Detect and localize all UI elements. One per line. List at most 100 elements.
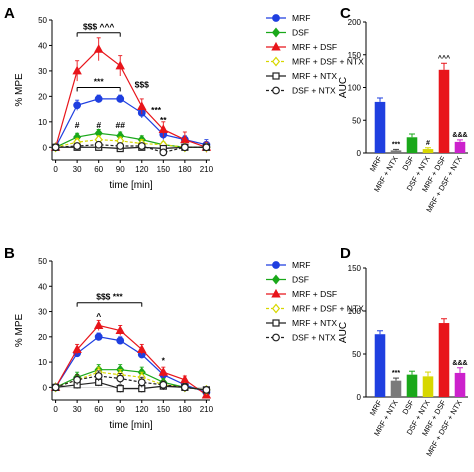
data-point xyxy=(116,95,125,103)
data-point xyxy=(159,380,168,389)
data-point xyxy=(180,383,189,392)
significance-label: $$$ xyxy=(135,79,149,89)
data-point xyxy=(159,148,168,157)
significance-label: $$$ ^^^ xyxy=(83,22,114,32)
y-tick-label: 50 xyxy=(352,350,361,359)
bar xyxy=(390,380,402,397)
x-tick-label: MRF xyxy=(368,154,384,173)
data-point xyxy=(137,142,146,150)
data-point xyxy=(137,378,146,387)
legend: MRF DSF MRF + DSF MRF + DSF + NTX MRF + NTX D… xyxy=(266,260,364,343)
y-tick-label: 0 xyxy=(357,393,362,402)
y-tick-label: 40 xyxy=(38,41,47,50)
x-tick-label: DSF xyxy=(400,154,416,172)
y-tick-label: 30 xyxy=(38,308,47,317)
y-tick-label: 50 xyxy=(38,257,47,266)
y-axis-title: AUC xyxy=(338,322,349,343)
significance-label: # xyxy=(96,120,101,130)
line-chart-b: B 0 10 20 30 40 50 0 30 60 90 120 150 180 210 time [min… xyxy=(4,245,364,431)
series-line xyxy=(55,48,207,148)
x-tick-label: 120 xyxy=(135,165,149,174)
significance-label: *** xyxy=(94,76,105,86)
legend-label: DSF + NTX xyxy=(292,86,336,96)
y-tick-label: 200 xyxy=(348,18,362,27)
bar xyxy=(374,101,386,153)
data-point xyxy=(73,142,82,150)
data-point xyxy=(202,143,211,152)
legend-marker xyxy=(272,319,280,327)
significance-label: *** xyxy=(392,141,400,148)
bar xyxy=(374,334,386,397)
legend-marker xyxy=(271,274,281,285)
x-tick-label: 150 xyxy=(157,405,171,414)
legend-label: DSF xyxy=(292,275,309,285)
data-point xyxy=(72,65,82,75)
significance-label: &&& xyxy=(452,132,467,139)
x-tick-label: 30 xyxy=(73,165,82,174)
x-tick-label: 60 xyxy=(94,405,103,414)
bar xyxy=(390,150,402,153)
data-point xyxy=(158,124,169,133)
x-tick-label: 60 xyxy=(94,165,103,174)
data-point xyxy=(73,375,82,384)
y-tick-label: 40 xyxy=(38,282,47,291)
bar xyxy=(438,69,450,153)
x-axis-title: time [min] xyxy=(109,180,153,191)
significance-label: # xyxy=(75,120,80,130)
y-tick-label: 0 xyxy=(357,149,362,158)
legend-marker xyxy=(271,27,281,38)
x-tick-label: 210 xyxy=(200,165,214,174)
y-tick-label: 10 xyxy=(38,358,47,367)
significance-label: * xyxy=(162,355,166,365)
legend-marker xyxy=(271,41,281,51)
data-point xyxy=(94,140,103,149)
legend-label: MRF + DSF xyxy=(292,42,337,52)
series-dsf-ntx xyxy=(51,370,211,394)
data-point xyxy=(116,336,125,345)
legend-label: MRF + DSF + NTX xyxy=(292,304,364,314)
panel-letter: A xyxy=(4,5,15,22)
y-tick-label: 20 xyxy=(38,333,47,342)
bar xyxy=(406,374,418,397)
data-point xyxy=(73,101,82,110)
data-point xyxy=(93,320,104,329)
y-tick-label: 50 xyxy=(38,16,47,25)
significance-label: *** xyxy=(151,105,162,115)
y-tick-label: 0 xyxy=(43,143,48,152)
legend-label: MRF + DSF xyxy=(292,289,337,299)
data-point xyxy=(94,95,103,103)
legend-marker xyxy=(272,86,280,95)
legend-marker xyxy=(271,288,281,298)
legend-marker xyxy=(271,303,281,314)
x-tick-label: 210 xyxy=(200,405,214,414)
significance-label: $$$ *** xyxy=(96,292,123,302)
y-tick-label: 150 xyxy=(348,51,362,60)
x-tick-label: 0 xyxy=(53,405,58,414)
legend-label: MRF xyxy=(292,13,310,23)
legend-label: MRF + DSF + NTX xyxy=(292,57,364,67)
x-tick-label: DSF xyxy=(400,398,416,416)
y-tick-label: 50 xyxy=(352,116,361,125)
data-point xyxy=(116,374,125,383)
legend-label: DSF + NTX xyxy=(292,333,336,343)
x-tick-label: 0 xyxy=(53,165,58,174)
y-tick-label: 0 xyxy=(43,383,48,392)
data-point xyxy=(116,385,124,393)
legend-marker xyxy=(271,56,281,67)
data-point xyxy=(115,325,125,334)
x-tick-label: 120 xyxy=(135,405,149,414)
y-axis-title: AUC xyxy=(338,77,349,98)
x-tick-label: 90 xyxy=(116,165,125,174)
y-tick-label: 100 xyxy=(348,307,362,316)
significance-label: ^^^ xyxy=(438,54,450,62)
legend: MRF DSF MRF + DSF MRF + DSF + NTX MRF + NTX D… xyxy=(266,13,364,96)
bar xyxy=(438,323,450,397)
data-point xyxy=(137,101,147,111)
significance-label: # xyxy=(426,140,430,147)
data-point xyxy=(51,383,60,392)
data-point xyxy=(137,344,147,353)
data-point xyxy=(94,332,103,341)
y-tick-label: 20 xyxy=(38,92,47,101)
significance-label: ** xyxy=(160,115,167,125)
